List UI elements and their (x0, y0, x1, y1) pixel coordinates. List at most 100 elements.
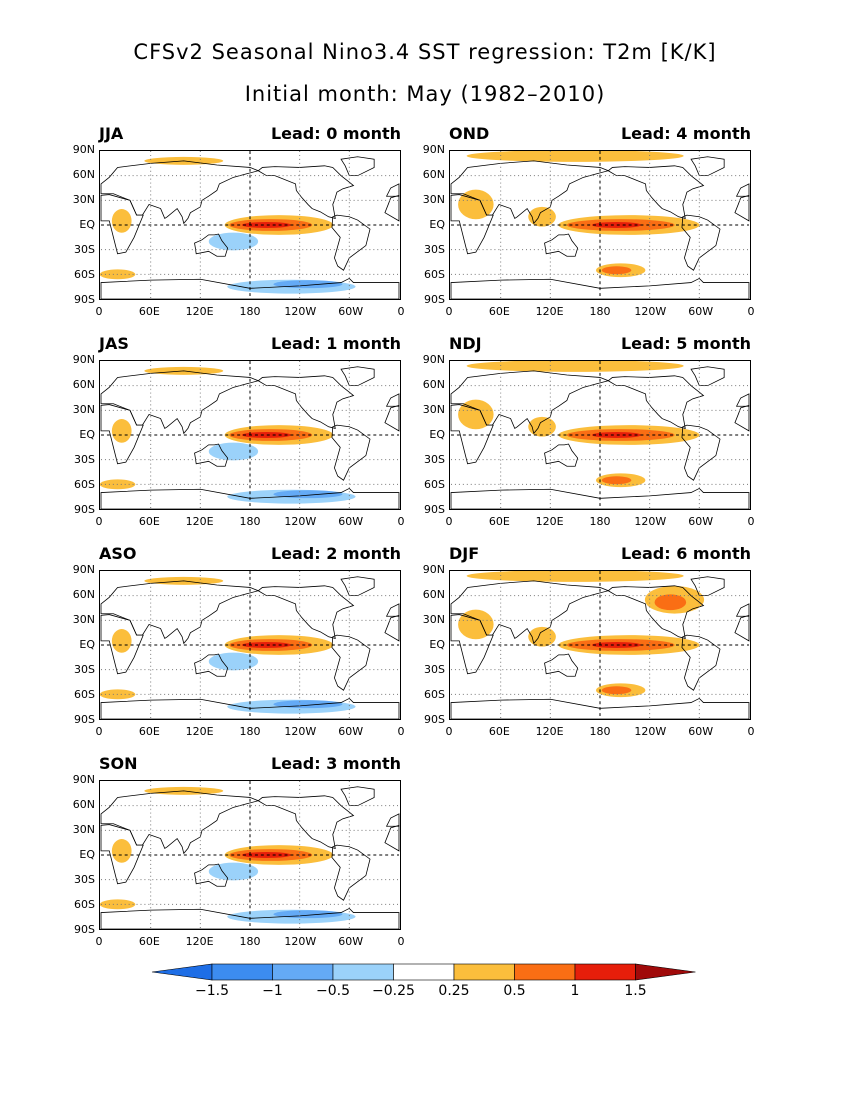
latitude-tick-label: 60N (72, 588, 95, 601)
coastline (384, 404, 400, 432)
latitude-tick-label: 30N (422, 193, 445, 206)
longitude-tick-label: 0 (747, 305, 755, 318)
colorbar-tick-label: 1.5 (624, 983, 647, 999)
coastline (340, 576, 375, 597)
latitude-tick-label: EQ (429, 218, 445, 231)
longitude-tick-label: 0 (445, 725, 453, 738)
latitude-tick-label: 60S (424, 478, 445, 491)
panel-lead-label: Lead: 4 month (620, 124, 751, 143)
panel-season-label: NDJ (449, 334, 482, 353)
latitude-tick-label: 30N (72, 823, 95, 836)
colorbar-segment (453, 963, 515, 981)
cold-anomaly-region (208, 442, 259, 461)
coastline (257, 375, 355, 429)
longitude-tick-label: 120E (535, 305, 564, 318)
warm-anomaly-region (601, 476, 632, 485)
coastline (384, 194, 400, 222)
longitude-tick-label: 0 (397, 515, 405, 528)
coastline (690, 366, 725, 387)
longitude-tick-label: 120W (634, 305, 667, 318)
latitude-tick-label: 60N (422, 588, 445, 601)
warm-anomaly-region (591, 432, 642, 438)
colorbar-segment (332, 963, 394, 981)
warm-anomaly-region (111, 839, 132, 863)
coastline (450, 277, 750, 299)
latitude-tick-label: 90N (72, 143, 95, 156)
longitude-tick-label: 120E (185, 305, 214, 318)
longitude-tick-label: 60W (688, 725, 714, 738)
coastline (450, 194, 494, 255)
panel-season-label: DJF (449, 544, 480, 563)
longitude-tick-label: 120E (185, 725, 214, 738)
world-map (99, 150, 401, 300)
coastline (331, 214, 371, 271)
cold-anomaly-region (208, 862, 259, 881)
latitude-tick-label: 90S (424, 293, 445, 306)
longitude-tick-label: 0 (95, 935, 103, 948)
warm-anomaly-region (654, 594, 687, 611)
latitude-tick-label: 30S (424, 243, 445, 256)
coastline (194, 653, 229, 677)
cold-anomaly-region (208, 232, 259, 251)
coastline (385, 183, 400, 197)
coastline (385, 813, 400, 827)
latitude-tick-label: EQ (429, 428, 445, 441)
panel-lead-label: Lead: 1 month (270, 334, 401, 353)
longitude-tick-label: 120W (634, 515, 667, 528)
coastline (735, 183, 750, 197)
coastline (100, 697, 400, 719)
longitude-tick-label: 120E (185, 515, 214, 528)
latitude-tick-label: 90S (74, 923, 95, 936)
coastline (257, 795, 355, 849)
world-map (449, 150, 751, 300)
warm-anomaly-region (111, 209, 132, 233)
latitude-tick-label: 30N (72, 613, 95, 626)
coastline (100, 487, 400, 509)
coastline (544, 443, 579, 467)
longitude-tick-label: 180 (239, 725, 261, 738)
coastline (100, 614, 144, 675)
latitude-tick-label: 30N (72, 403, 95, 416)
colorbar-segment (211, 963, 273, 981)
longitude-tick-label: 60E (138, 515, 160, 528)
longitude-tick-label: 120W (634, 725, 667, 738)
coastline (340, 156, 375, 177)
latitude-tick-label: 30S (74, 243, 95, 256)
figure-subtitle: Initial month: May (1982–2010) (244, 82, 606, 106)
latitude-tick-label: 90S (74, 713, 95, 726)
world-map (99, 570, 401, 720)
longitude-tick-label: 180 (589, 515, 611, 528)
colorbar (151, 963, 696, 981)
world-map (449, 360, 751, 510)
latitude-tick-label: EQ (79, 218, 95, 231)
arctic-warm-region (466, 571, 684, 582)
coastline (385, 393, 400, 407)
longitude-tick-label: 180 (589, 305, 611, 318)
latitude-tick-label: EQ (79, 848, 95, 861)
longitude-tick-label: 0 (397, 305, 405, 318)
latitude-tick-label: 60N (72, 378, 95, 391)
coastline (331, 424, 371, 481)
longitude-tick-label: 180 (239, 935, 261, 948)
warm-anomaly-region (111, 629, 132, 653)
longitude-tick-label: 60W (338, 935, 364, 948)
coastline (450, 697, 750, 719)
arctic-warm-region (466, 151, 684, 162)
longitude-tick-label: 0 (95, 305, 103, 318)
panel-season-label: ASO (99, 544, 137, 563)
coastline (734, 404, 750, 432)
colorbar-tick-label: 1 (570, 983, 580, 999)
colorbar-tick-label: −1.5 (195, 983, 229, 999)
latitude-tick-label: 90S (424, 503, 445, 516)
warm-anomaly-region (241, 642, 292, 648)
colorbar-left-arrow (151, 963, 213, 981)
longitude-tick-label: 120E (185, 935, 214, 948)
latitude-tick-label: 60S (74, 898, 95, 911)
coastline (340, 786, 375, 807)
longitude-tick-label: 0 (747, 725, 755, 738)
coastline (544, 653, 579, 677)
latitude-tick-label: 30S (74, 453, 95, 466)
longitude-tick-label: 180 (239, 515, 261, 528)
colorbar-tick-label: −1 (262, 983, 283, 999)
world-map (99, 360, 401, 510)
